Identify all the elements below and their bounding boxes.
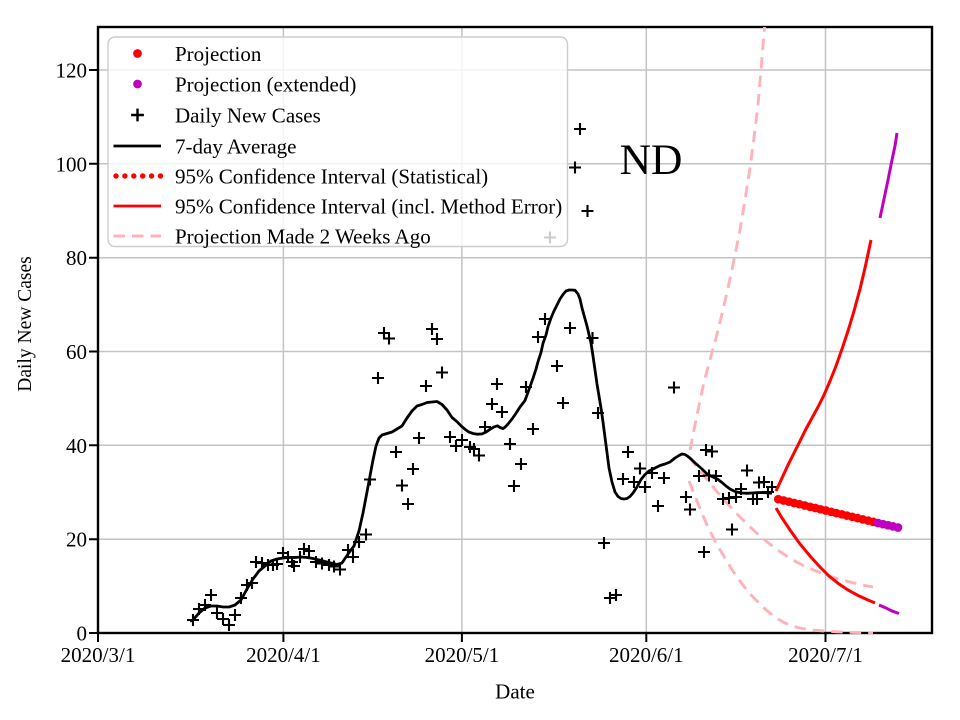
svg-text:Projection Made 2 Weeks Ago: Projection Made 2 Weeks Ago — [175, 224, 431, 248]
svg-text:2020/4/1: 2020/4/1 — [246, 643, 321, 667]
svg-text:Projection (extended): Projection (extended) — [175, 72, 356, 96]
svg-text:2020/6/1: 2020/6/1 — [609, 643, 684, 667]
svg-text:120: 120 — [56, 59, 88, 83]
svg-text:2020/5/1: 2020/5/1 — [425, 643, 500, 667]
svg-text:95% Confidence Interval (Stati: 95% Confidence Interval (Statistical) — [175, 164, 488, 188]
svg-text:80: 80 — [66, 246, 87, 270]
svg-text:100: 100 — [56, 152, 88, 176]
svg-text:7-day Average: 7-day Average — [175, 134, 296, 158]
svg-text:Projection: Projection — [175, 42, 262, 66]
svg-text:ND: ND — [620, 136, 683, 184]
svg-text:Date: Date — [495, 680, 535, 704]
svg-text:2020/7/1: 2020/7/1 — [788, 643, 863, 667]
svg-text:20: 20 — [66, 528, 87, 552]
svg-text:Daily New Cases: Daily New Cases — [175, 103, 321, 127]
svg-text:Daily New Cases: Daily New Cases — [15, 256, 36, 391]
svg-text:0: 0 — [77, 622, 88, 646]
svg-text:40: 40 — [66, 434, 87, 458]
svg-text:95% Confidence Interval (incl.: 95% Confidence Interval (incl. Method Er… — [175, 194, 562, 218]
svg-text:60: 60 — [66, 340, 87, 364]
svg-text:2020/3/1: 2020/3/1 — [61, 643, 136, 667]
